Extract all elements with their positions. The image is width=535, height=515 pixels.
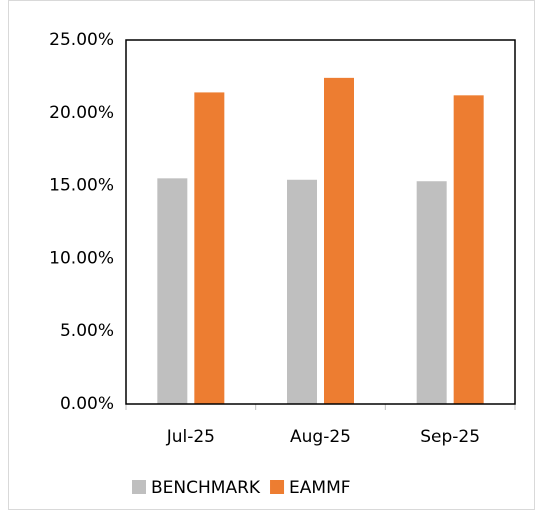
bar (416, 181, 447, 404)
legend-swatch (270, 480, 285, 494)
y-tick-label: 25.00% (49, 30, 114, 50)
y-tick-label: 0.00% (60, 394, 114, 414)
legend-label: BENCHMARK (151, 478, 261, 498)
bar (194, 92, 225, 404)
x-tick-label: Aug-25 (290, 427, 351, 447)
y-tick-label: 15.00% (49, 176, 114, 196)
bar (287, 179, 317, 404)
x-tick-label: Jul-25 (166, 427, 215, 447)
bar (453, 95, 484, 404)
legend-swatch (132, 480, 146, 494)
y-tick-label: 10.00% (49, 248, 114, 268)
y-tick-label: 20.00% (49, 103, 114, 123)
bar (157, 178, 188, 404)
x-tick-label: Sep-25 (420, 427, 480, 447)
bar (324, 77, 354, 404)
y-tick-label: 5.00% (60, 321, 114, 341)
legend-label: EAMMF (289, 478, 350, 498)
plot-border (125, 39, 516, 405)
